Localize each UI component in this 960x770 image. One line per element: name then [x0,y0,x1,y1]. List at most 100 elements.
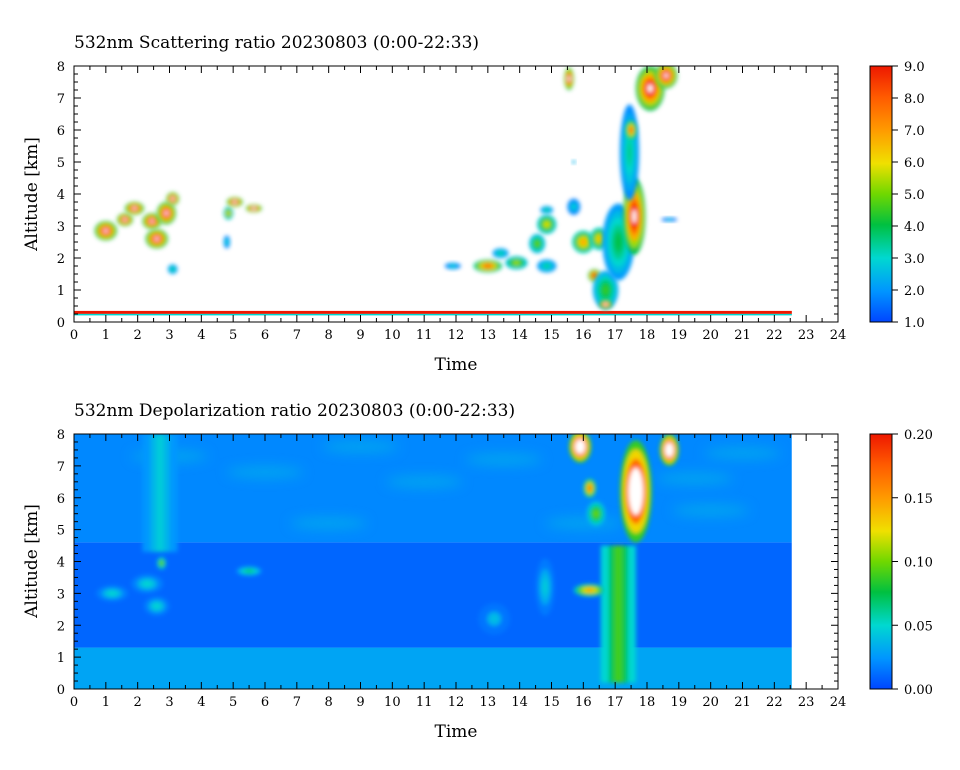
cloud-feature [473,259,503,273]
x-tick-label: 12 [448,328,465,343]
cloud-feature [96,585,129,602]
cloud-contour [109,591,116,595]
y-tick-label: 8 [57,60,65,75]
cloud-contour [171,267,175,271]
chart-title: 532nm Scattering ratio 20230803 (0:00-22… [74,33,479,53]
cloud-contour [226,211,230,215]
x-tick-label: 6 [261,328,269,343]
column-core [156,434,164,552]
x-axis-ticks: 0 1 2 3 4 5 6 7 8 9 10 11 12 13 14 15 16 17 18 19 20 21 22 23 24 [70,66,846,343]
x-tick-label: 12 [448,695,465,710]
cloud-feature [586,500,606,527]
cloud-contour [627,143,632,162]
cloud-feature [661,217,678,222]
x-tick-label: 13 [480,695,497,710]
aerosol-column [142,434,178,552]
x-tick-label: 8 [325,695,333,710]
colorbar-ticks: 0.00 0.05 0.10 0.15 0.20 [892,428,933,698]
colorbar-tick-label: 0.10 [904,556,933,571]
plot-area [74,66,792,316]
y-axis-ticks: 0 1 2 3 4 5 6 7 8 [57,428,838,698]
cloud-feature [567,198,581,215]
y-tick-label: 5 [57,156,65,171]
x-axis-label: Time [435,722,478,742]
cloud-contour [171,197,175,201]
x-tick-label: 3 [165,695,173,710]
depol-texture-patch [290,517,367,529]
y-tick-label: 7 [57,92,65,107]
cloud-feature [94,221,117,241]
colorbar-tick-label: 4.0 [904,220,925,235]
cloud-feature [599,299,612,310]
x-axis-label: Time [435,355,478,375]
cloud-contour [603,286,608,294]
x-tick-label: 1 [102,328,110,343]
surface-layer-edge [74,313,792,316]
cloud-contour [581,239,586,245]
cloud-contour [535,241,539,246]
x-tick-label: 0 [70,328,78,343]
x-tick-label: 0 [70,695,78,710]
cloud-feature [144,596,170,616]
cloud-contour [578,443,583,450]
colorbar-tick-label: 8.0 [904,92,925,107]
x-tick-label: 18 [639,695,656,710]
cloud-feature [654,66,678,89]
x-tick-label: 1 [102,695,110,710]
cloud-feature [540,206,554,214]
cloud-contour [594,511,598,516]
y-tick-label: 6 [57,492,65,507]
cloud-contour [150,219,154,223]
cloud-contour [632,209,637,224]
x-tick-label: 4 [197,695,205,710]
cloud-contour [629,128,633,132]
x-tick-label: 21 [734,695,751,710]
cloud-contour [246,569,252,573]
x-tick-label: 14 [511,695,528,710]
depol-texture-patch [656,472,733,485]
depol-texture-patch [672,504,749,517]
cloud-contour [572,160,576,164]
x-tick-label: 2 [134,328,142,343]
x-tick-label: 20 [702,328,719,343]
x-tick-label: 19 [671,328,688,343]
x-tick-label: 5 [229,695,237,710]
cloud-contour [154,604,160,608]
cloud-contour [233,200,237,204]
colorbar-tick-label: 6.0 [904,156,925,171]
cloud-feature [166,192,180,206]
y-tick-label: 4 [57,556,65,571]
depol-texture-patch [704,447,781,459]
cloud-contour [667,447,672,453]
cloud-contour [103,229,108,233]
colorbar-tick-label: 2.0 [904,284,925,299]
cloud-feature [619,104,640,201]
x-tick-label: 24 [830,328,847,343]
depol-texture-patch [322,441,399,453]
y-tick-label: 3 [57,587,65,602]
cloud-feature [478,602,511,635]
cloud-contour [545,208,549,212]
x-tick-label: 24 [830,695,847,710]
cloud-contour [144,582,151,586]
colorbar-tick-label: 7.0 [904,124,925,139]
cloud-feature [226,197,243,207]
x-tick-label: 5 [229,328,237,343]
x-tick-label: 14 [511,328,528,343]
cloud-feature [583,478,597,498]
cloud-feature [619,440,652,543]
y-tick-label: 0 [57,316,65,331]
x-tick-label: 2 [134,695,142,710]
x-tick-label: 21 [734,328,751,343]
x-tick-label: 16 [575,328,592,343]
cloud-contour [499,251,503,255]
cloud-feature [535,558,555,616]
depol-texture-patch [385,476,463,488]
cloud-contour [451,264,455,268]
cloud-contour [132,206,137,210]
x-tick-label: 9 [356,328,364,343]
x-tick-label: 20 [702,695,719,710]
cloud-feature [145,229,168,249]
plot-area [74,434,838,689]
x-tick-label: 15 [543,328,560,343]
